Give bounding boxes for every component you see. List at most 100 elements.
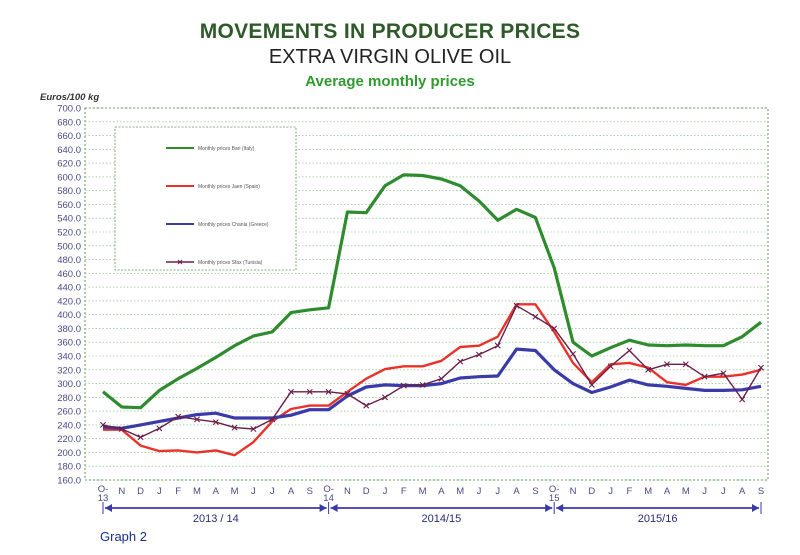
y-tick-label: 480.0 [57,255,81,266]
period-arrowhead [556,504,564,512]
x-tick-label: D [363,486,370,497]
legend-marker [177,259,183,265]
x-tick-label: A [213,486,220,497]
x-tick-label: J [270,486,275,497]
series-marker [438,375,445,382]
series-marker [194,416,200,423]
y-tick-label: 380.0 [57,324,81,335]
y-tick-label: 400.0 [57,310,81,321]
graph-caption: Graph 2 [100,529,147,544]
x-tick-label: J [477,486,482,497]
legend-label: Monthly prices Bari (Italy) [198,146,255,152]
x-tick-label: M [682,486,690,497]
series-marker [494,342,501,349]
x-tick-label: A [288,486,295,497]
y-tick-label: 680.0 [57,117,81,128]
x-tick-label: F [401,486,407,497]
y-tick-label: 280.0 [57,393,81,404]
series-marker [551,325,558,332]
series-marker [344,390,351,397]
y-tick-label: 460.0 [57,269,81,280]
series-marker [664,361,670,368]
series-marker [607,363,614,370]
x-tick-label: A [438,486,445,497]
x-tick-label-year: 13 [98,493,109,504]
x-tick-label: M [193,486,201,497]
series-marker [532,313,539,320]
x-tick-label-year: 14 [323,493,334,504]
y-tick-label: 200.0 [57,448,81,459]
x-tick-label: J [251,486,256,497]
series-marker [758,364,764,371]
y-tick-label: 500.0 [57,241,81,252]
series-marker [156,425,163,432]
x-tick-label: M [456,486,464,497]
x-tick-label: N [344,486,351,497]
x-tick-label: A [739,486,746,497]
y-tick-label: 520.0 [57,228,81,239]
x-tick-label: F [626,486,632,497]
x-tick-label: A [664,486,671,497]
x-tick-label: D [588,486,595,497]
y-tick-label: 700.0 [57,104,81,115]
x-tick-label: M [419,486,427,497]
period-arrowhead [330,504,338,512]
x-tick-label: N [118,486,125,497]
series-marker [701,373,708,380]
period-label: 2013 / 14 [193,513,239,525]
series-marker [231,424,238,431]
x-tick-label: J [383,486,388,497]
series-marker [212,419,219,426]
x-tick-label: J [157,486,162,497]
series-marker [513,302,520,309]
series-marker [288,388,294,395]
series-marker [476,351,482,358]
series-marker [175,413,182,420]
y-tick-label: 420.0 [57,296,81,307]
y-tick-label: 600.0 [57,172,81,183]
y-tick-label: 560.0 [57,200,81,211]
series-marker [720,370,727,377]
series-marker [250,426,257,433]
y-tick-label: 440.0 [57,283,81,294]
series-line-2 [103,303,762,457]
series-marker [137,434,144,441]
y-tick-label: 160.0 [57,476,81,487]
x-tick-label: J [495,486,500,497]
y-tick-label: 580.0 [57,186,81,197]
x-tick-label: S [758,486,764,497]
period-arrowhead [545,504,553,512]
series-marker [739,396,746,403]
x-tick-label: M [231,486,239,497]
y-tick-label: 640.0 [57,145,81,156]
x-tick-label: M [644,486,652,497]
y-tick-label: 220.0 [57,434,81,445]
series-marker [419,381,426,388]
x-tick-label: F [175,486,181,497]
series-marker [457,358,464,365]
x-tick-label: J [608,486,613,497]
x-tick-label: O- [98,484,109,495]
series-line-4 [102,305,762,438]
period-arrowhead [319,504,327,512]
x-tick-label: A [513,486,520,497]
series-marker [626,347,633,354]
series-marker [363,402,370,409]
series-marker [570,350,576,357]
period-arrowhead [105,504,112,512]
x-tick-label: D [137,486,144,497]
series-marker [306,388,313,395]
chart-subtitle-2: Average monthly prices [305,73,475,90]
x-tick-label: S [307,486,313,497]
x-tick-label: J [721,486,726,497]
series-marker [588,381,595,388]
series-marker [269,416,276,423]
series-marker [382,394,388,401]
y-tick-label: 180.0 [57,462,81,473]
y-tick-label: 660.0 [57,131,81,142]
chart-subtitle: EXTRA VIRGIN OLIVE OIL [268,46,512,68]
legend-box [114,126,297,271]
y-tick-label: 620.0 [57,159,81,170]
period-label: 2014/15 [422,513,462,525]
